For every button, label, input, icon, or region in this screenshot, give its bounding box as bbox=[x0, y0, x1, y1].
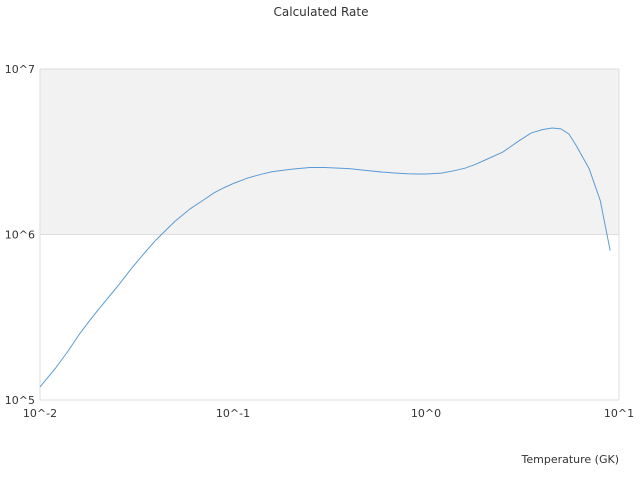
chart-title: Calculated Rate bbox=[274, 5, 369, 19]
y-tick-label: 10^6 bbox=[5, 229, 35, 242]
x-tick-label: 10^0 bbox=[411, 407, 441, 420]
x-axis-label: Temperature (GK) bbox=[521, 453, 620, 466]
y-axis-ticks: 10^5 10^6 10^7 bbox=[5, 63, 35, 407]
x-tick-label: 10^1 bbox=[604, 407, 634, 420]
shaded-band bbox=[40, 69, 619, 235]
grid-lines bbox=[39, 68, 620, 401]
x-tick-label: 10^-2 bbox=[23, 407, 57, 420]
series-line bbox=[39, 127, 611, 388]
y-tick-label: 10^5 bbox=[5, 394, 35, 407]
y-tick-label: 10^7 bbox=[5, 63, 35, 76]
x-axis-ticks: 10^-2 10^-1 10^0 10^1 bbox=[23, 407, 634, 420]
x-tick-label: 10^-1 bbox=[216, 407, 250, 420]
